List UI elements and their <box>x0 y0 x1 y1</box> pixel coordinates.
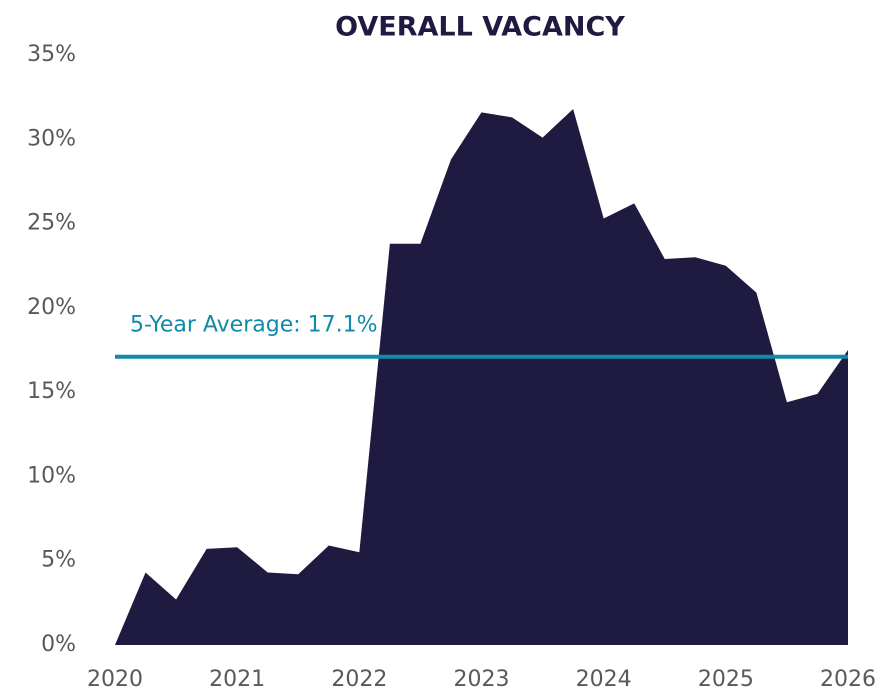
x-tick-label: 2022 <box>331 667 387 692</box>
x-tick-label: 2025 <box>698 667 754 692</box>
area <box>115 108 848 645</box>
y-tick-label: 35% <box>27 42 76 67</box>
y-tick-label: 15% <box>27 379 76 404</box>
y-tick-label: 25% <box>27 211 76 236</box>
x-tick-label: 2026 <box>820 667 876 692</box>
y-tick-label: 0% <box>41 632 76 657</box>
y-tick-label: 5% <box>41 548 76 573</box>
y-tick-label: 20% <box>27 295 76 320</box>
chart-title: OVERALL VACANCY <box>335 12 625 43</box>
y-tick-label: 30% <box>27 126 76 151</box>
x-tick-label: 2020 <box>87 667 143 692</box>
y-tick-label: 10% <box>27 463 76 488</box>
x-tick-label: 2021 <box>209 667 265 692</box>
x-tick-label: 2023 <box>454 667 510 692</box>
average-label: 5-Year Average: 17.1% <box>130 313 378 338</box>
x-tick-label: 2024 <box>576 667 632 692</box>
